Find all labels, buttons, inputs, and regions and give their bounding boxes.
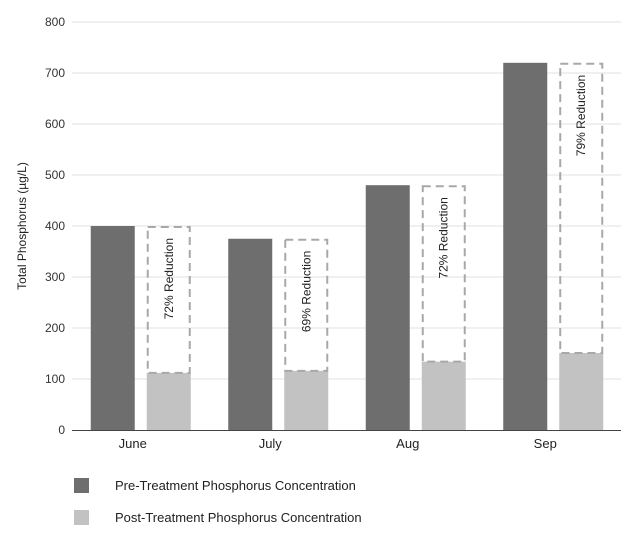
bar-pre-treatment-july (228, 238, 273, 430)
bar-pre-treatment-aug (365, 185, 410, 430)
x-category-label-sep: Sep (534, 436, 557, 451)
y-tick-label: 600 (45, 117, 65, 131)
legend-item-post-treatment: Post-Treatment Phosphorus Concentration (74, 507, 362, 527)
x-category-label-july: July (259, 436, 283, 451)
reduction-outline-sep (559, 62, 604, 354)
legend-item-pre-treatment: Pre-Treatment Phosphorus Concentration (74, 475, 362, 495)
legend-label-pre-treatment: Pre-Treatment Phosphorus Concentration (115, 477, 356, 493)
y-tick-label: 0 (58, 423, 65, 437)
reduction-annotations: 72% Reduction 69% Reduction 72% Reduction 7… (162, 75, 589, 332)
bar-pre-treatment-june (90, 226, 135, 430)
bar-pre-treatment-sep (503, 62, 548, 431)
y-tick-label: 100 (45, 372, 65, 386)
reduction-label-sep: 79% Reduction (574, 75, 588, 156)
legend-label-post-treatment: Post-Treatment Phosphorus Concentration (115, 509, 362, 525)
y-tick-label: 200 (45, 321, 65, 335)
bar-post-treatment-july (284, 370, 329, 430)
bars (90, 62, 604, 431)
y-tick-label: 500 (45, 168, 65, 182)
reduction-outline-july (284, 238, 329, 372)
y-tick-label: 400 (45, 219, 65, 233)
bar-post-treatment-june (146, 372, 191, 430)
y-axis-label: Total Phosphorus (µg/L) (15, 162, 29, 290)
reduction-outline-aug (421, 185, 466, 363)
reduction-outline-june (146, 226, 191, 374)
legend-swatch-post-treatment (74, 509, 89, 525)
reduction-label-july: 69% Reduction (299, 251, 313, 332)
y-tick-label: 700 (45, 66, 65, 80)
legend: Pre-Treatment Phosphorus Concentration P… (74, 475, 362, 539)
reduction-label-june: 72% Reduction (162, 238, 176, 319)
phosphorus-bar-chart: 0 100 200 300 400 500 600 700 800 72% Reduction 6… (15, 15, 621, 451)
bar-post-treatment-aug (421, 361, 466, 430)
bar-post-treatment-sep (559, 352, 604, 430)
x-category-labels: June July Aug Sep (119, 436, 557, 451)
y-tick-label: 300 (45, 270, 65, 284)
y-tick-label: 800 (45, 15, 65, 29)
reduction-label-aug: 72% Reduction (437, 197, 451, 278)
x-category-label-june: June (119, 436, 147, 451)
y-tick-labels: 0 100 200 300 400 500 600 700 800 (45, 15, 65, 437)
legend-swatch-pre-treatment (74, 477, 89, 493)
x-category-label-aug: Aug (396, 436, 419, 451)
